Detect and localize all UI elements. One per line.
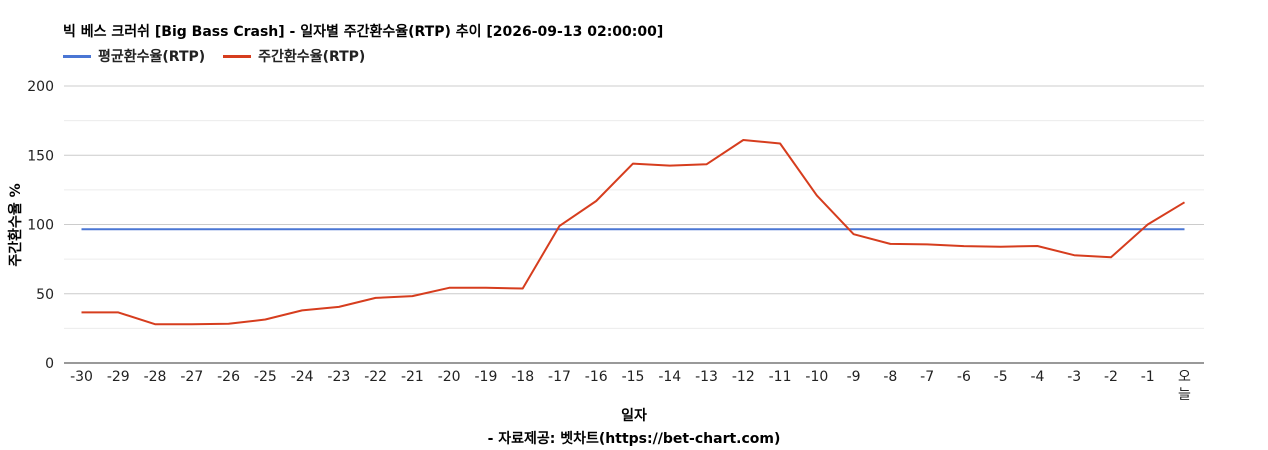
y-tick-label: 50 [36, 287, 54, 303]
series-line-weekly [81, 139, 1186, 326]
x-tick-label: -18 [511, 369, 534, 385]
x-tick-label: -22 [364, 369, 387, 385]
x-tick-label: -4 [1030, 369, 1044, 385]
y-tick-label: 0 [45, 356, 54, 372]
legend-swatch-average [63, 54, 91, 58]
x-tick-label: -17 [548, 369, 571, 385]
x-tick-label: -21 [401, 369, 424, 385]
legend-label-average: 평균환수율(RTP) [98, 49, 206, 65]
x-tick-label: -19 [474, 369, 497, 385]
x-tick-label: -26 [217, 369, 240, 385]
x-tick-label: -29 [107, 369, 130, 385]
x-axis-title: 일자 [621, 408, 647, 424]
x-tick-label: -3 [1067, 369, 1081, 385]
x-tick-label: -14 [658, 369, 681, 385]
x-tick-label: -16 [585, 369, 608, 385]
legend-item-average[interactable]: 평균환수율(RTP) [63, 46, 205, 66]
x-tick-label: -28 [144, 369, 167, 385]
x-tick-label: -13 [695, 369, 718, 385]
source-credit: - 자료제공: 벳차트(https://bet-chart.com) [487, 431, 781, 447]
x-tick-label: -25 [254, 369, 277, 385]
legend-label-weekly: 주간환수율(RTP) [258, 49, 366, 65]
y-axis-title: 주간환수율 % [8, 183, 24, 267]
x-tick-label: -2 [1104, 369, 1118, 385]
x-tick-label: -9 [847, 369, 861, 385]
x-tick-label: -11 [769, 369, 792, 385]
legend-swatch-weekly [223, 54, 252, 58]
x-tick-label: -10 [805, 369, 828, 385]
y-tick-label: 150 [27, 148, 54, 164]
y-tick-label: 100 [27, 218, 54, 234]
x-tick-label: -8 [883, 369, 897, 385]
x-tick-label: -24 [291, 369, 314, 385]
y-tick-label: 200 [27, 79, 54, 95]
x-tick-label: -1 [1141, 369, 1155, 385]
legend: 평균환수율(RTP) 주간환수율(RTP) [63, 46, 383, 66]
chart-title: 빅 베스 크러쉬 [Big Bass Crash] - 일자별 주간환수율(RT… [63, 24, 664, 40]
x-tick-label: -20 [438, 369, 461, 385]
x-tick-label: -7 [920, 369, 934, 385]
x-tick-label: -5 [994, 369, 1008, 385]
x-tick-label: -30 [70, 369, 93, 385]
x-tick-label: -6 [957, 369, 971, 385]
legend-item-weekly[interactable]: 주간환수율(RTP) [223, 46, 365, 66]
x-tick-label: -15 [622, 369, 645, 385]
x-tick-label: -23 [327, 369, 350, 385]
x-tick-label: -27 [180, 369, 203, 385]
x-tick-label: -12 [732, 369, 755, 385]
